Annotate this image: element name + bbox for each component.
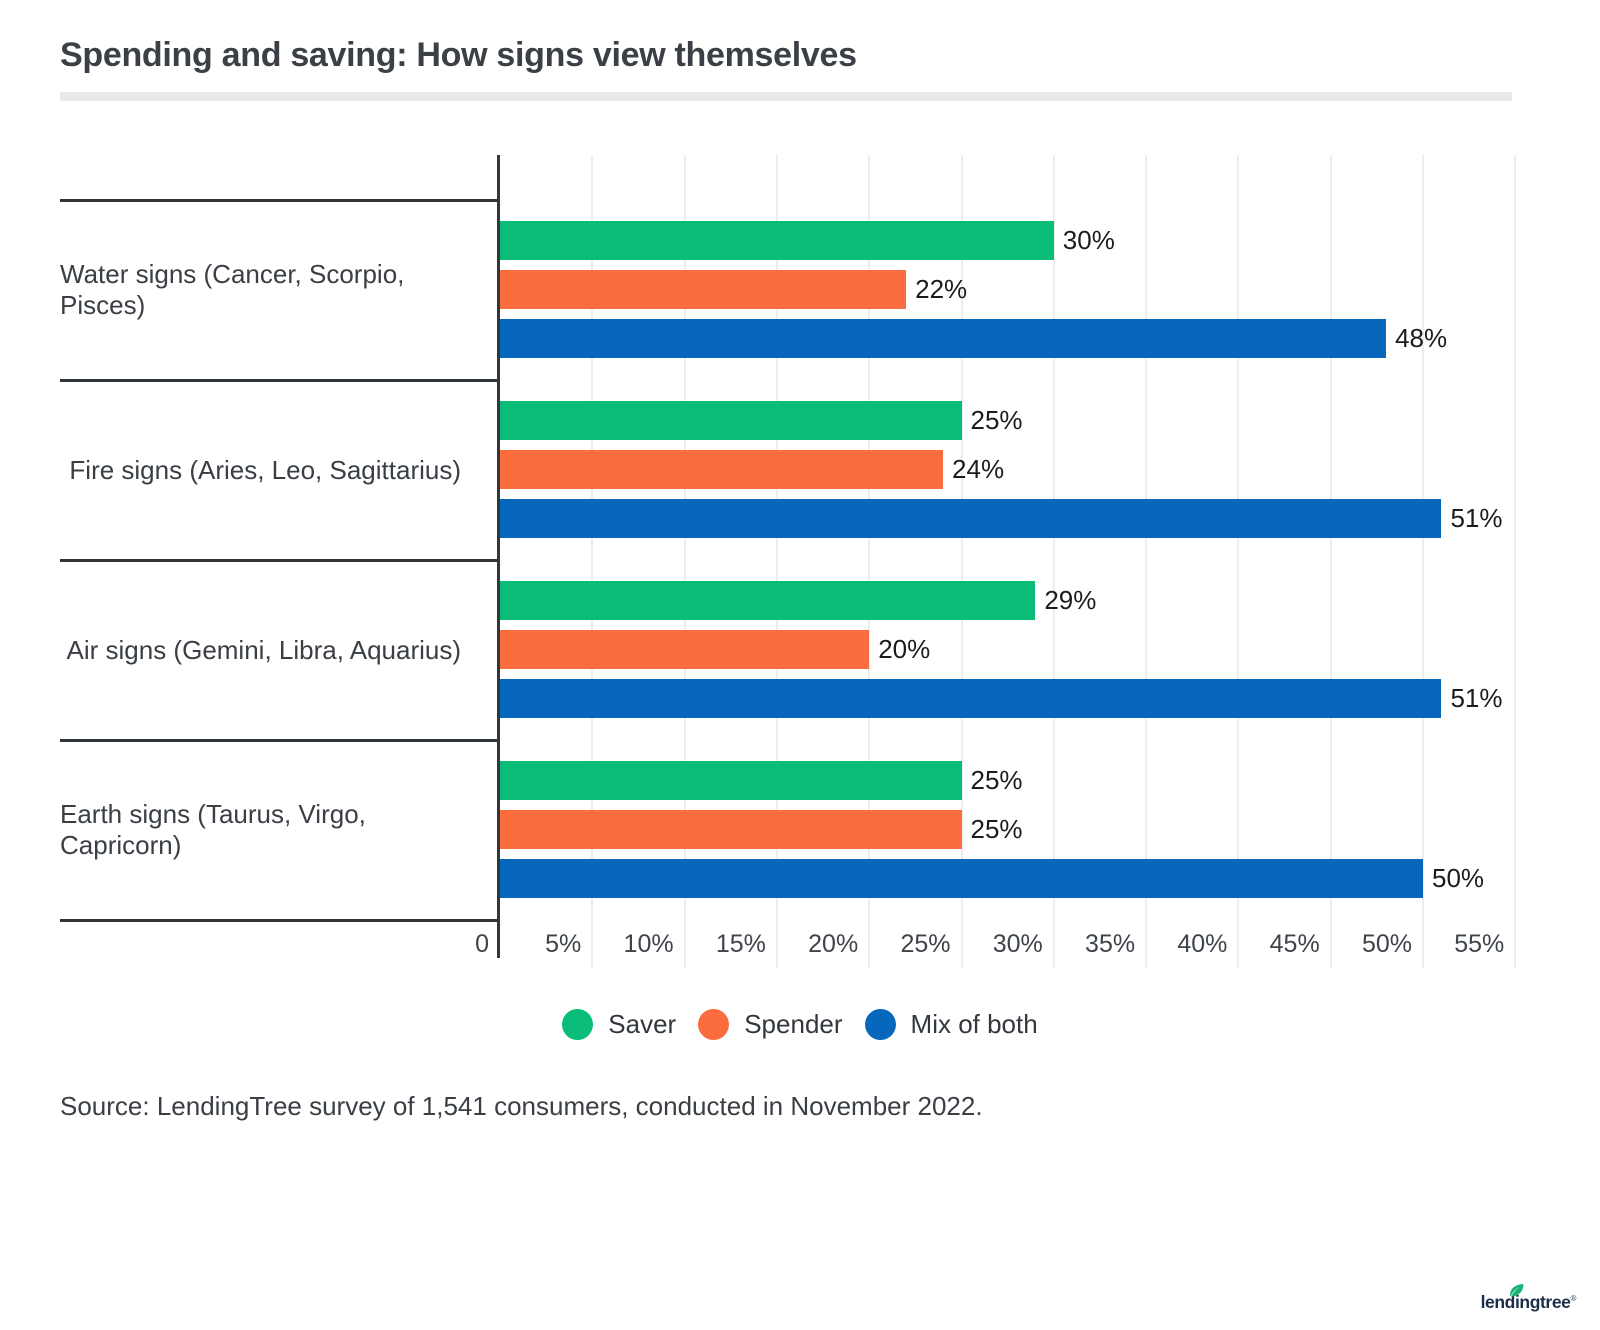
bar-saver <box>500 581 1036 620</box>
legend-swatch-icon <box>562 1009 594 1040</box>
bar-value-label: 25% <box>970 765 1023 795</box>
category-label: Air signs (Gemini, Libra, Aquarius) <box>66 634 461 665</box>
x-tick-label: 20% <box>808 930 859 958</box>
bar-value-label: 25% <box>970 405 1023 435</box>
category-divider-line <box>60 919 499 922</box>
x-tick-label: 15% <box>715 930 766 958</box>
bar-saver <box>500 221 1054 260</box>
legend-label: Saver <box>608 1009 677 1039</box>
gridline <box>1514 155 1517 968</box>
category-divider-line <box>60 199 499 202</box>
x-tick-label: 30% <box>992 930 1043 958</box>
gridline <box>683 155 686 968</box>
category-divider-line <box>60 739 499 742</box>
legend-item-saver: Saver <box>562 1009 676 1040</box>
x-tick-label: 0 <box>475 930 489 958</box>
x-tick-label: 10% <box>623 930 674 958</box>
bar-value-label: 30% <box>1062 225 1115 255</box>
bar-mix-of-both <box>500 679 1442 718</box>
gridline <box>1145 155 1148 968</box>
category-label: Earth signs (Taurus, Virgo, Capricorn) <box>60 799 366 860</box>
gridline <box>591 155 594 968</box>
bar-value-label: 24% <box>952 454 1005 484</box>
gridline <box>775 155 778 968</box>
category-divider-line <box>60 379 499 382</box>
bar-mix-of-both <box>500 859 1423 898</box>
category-divider-line <box>60 559 499 562</box>
grouped-bar-chart: Water signs (Cancer, Scorpio, Pisces) 30%… <box>60 155 1517 968</box>
x-tick-label: 50% <box>1361 930 1412 958</box>
bar-value-label: 48% <box>1395 323 1448 353</box>
chart-legend: Saver Spender Mix of both <box>0 1009 1600 1040</box>
x-tick-label: 55% <box>1454 930 1505 958</box>
bar-mix-of-both <box>500 319 1387 358</box>
x-tick-label: 45% <box>1269 930 1320 958</box>
x-tick-label: 5% <box>545 930 582 958</box>
leaf-icon <box>1509 1284 1523 1298</box>
category-label: Water signs (Cancer, Scorpio, Pisces) <box>60 259 405 320</box>
page-title: Spending and saving: How signs view them… <box>60 36 857 74</box>
gridline <box>1052 155 1055 968</box>
bar-value-label: 22% <box>915 274 968 304</box>
legend-swatch-icon <box>864 1009 896 1040</box>
x-tick-label: 35% <box>1085 930 1136 958</box>
legend-item-spender: Spender <box>698 1009 843 1040</box>
bar-value-label: 20% <box>878 634 931 664</box>
bar-value-label: 51% <box>1450 683 1503 713</box>
bar-value-label: 25% <box>970 814 1023 844</box>
bar-value-label: 51% <box>1450 503 1503 533</box>
legend-label: Mix of both <box>910 1009 1038 1039</box>
bar-saver <box>500 401 962 440</box>
bar-mix-of-both <box>500 499 1442 538</box>
logo-text: lendingtree <box>1480 1292 1571 1312</box>
gridline <box>960 155 963 968</box>
bar-spender <box>500 450 944 489</box>
legend-swatch-icon <box>698 1009 730 1040</box>
lendingtree-logo: lendingtree® <box>1480 1284 1577 1313</box>
gridline <box>868 155 871 968</box>
gridline <box>1237 155 1240 968</box>
gridline <box>1422 155 1424 968</box>
legend-item-mix-of-both: Mix of both <box>864 1009 1038 1040</box>
bar-value-label: 50% <box>1432 863 1485 893</box>
bar-value-label: 29% <box>1044 585 1097 615</box>
source-text: Source: LendingTree survey of 1,541 cons… <box>60 1091 983 1121</box>
bar-spender <box>500 630 870 669</box>
bar-spender <box>500 810 962 849</box>
x-tick-label: 25% <box>900 930 951 958</box>
legend-label: Spender <box>744 1009 843 1039</box>
y-axis-line <box>497 155 500 958</box>
logo-trademark: ® <box>1570 1294 1577 1304</box>
x-tick-label: 40% <box>1177 930 1228 958</box>
bar-saver <box>500 761 962 800</box>
category-label: Fire signs (Aries, Leo, Sagittarius) <box>69 454 461 485</box>
bar-spender <box>500 270 907 309</box>
gridline <box>1329 155 1332 968</box>
title-divider <box>60 92 1512 101</box>
